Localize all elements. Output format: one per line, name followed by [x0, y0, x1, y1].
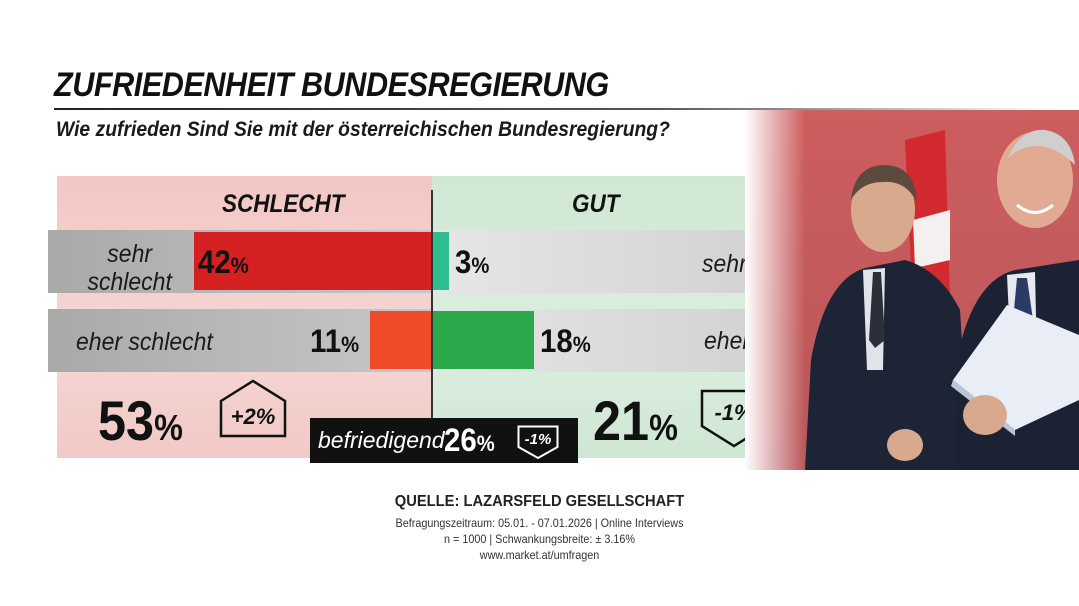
row-bg-eher-schlecht	[48, 309, 432, 372]
bar-sehr-schlecht	[194, 232, 432, 290]
label-eher-schlecht: eher schlecht	[76, 328, 213, 356]
total-gut: 21%	[593, 389, 678, 452]
value-sehr-gut: 3%	[455, 244, 490, 280]
total-schlecht: 53%	[98, 389, 183, 452]
label-sehr-schlecht: sehr schlecht	[87, 240, 172, 296]
source-sample: n = 1000 | Schwankungsbreite: ± 3.16%	[444, 532, 635, 546]
value-eher-gut: 18%	[540, 323, 591, 359]
change-up-badge-schlecht: +2%	[219, 379, 287, 438]
chart-title: ZUFRIEDENHEIT BUNDESREGIERUNG	[54, 66, 609, 104]
svg-text:+2%: +2%	[231, 404, 276, 429]
bar-eher-gut	[432, 311, 534, 369]
center-axis-line	[431, 190, 433, 458]
value-befriedigend: 26%	[444, 422, 495, 458]
schlecht-heading: SCHLECHT	[222, 190, 345, 218]
source-period: Befragungszeitraum: 05.01. - 07.01.2026 …	[395, 516, 684, 530]
chart-subtitle: Wie zufrieden Sind Sie mit der österreic…	[56, 118, 670, 141]
bar-sehr-gut	[432, 232, 449, 290]
gut-heading: GUT	[572, 190, 620, 218]
bar-eher-schlecht	[369, 311, 432, 369]
label-befriedigend: befriedigend	[318, 427, 445, 453]
value-sehr-schlecht: 42%	[198, 244, 249, 280]
value-eher-schlecht: 11%	[310, 323, 360, 359]
source-title: QUELLE: LAZARSFELD GESELLSCHAFT	[394, 493, 685, 510]
politicians-photo	[745, 110, 1079, 470]
change-down-badge-befriedigend: -1%	[517, 425, 559, 460]
source-url: www.market.at/umfragen	[479, 548, 600, 562]
title-underline	[54, 108, 1054, 110]
svg-text:-1%: -1%	[525, 431, 552, 448]
